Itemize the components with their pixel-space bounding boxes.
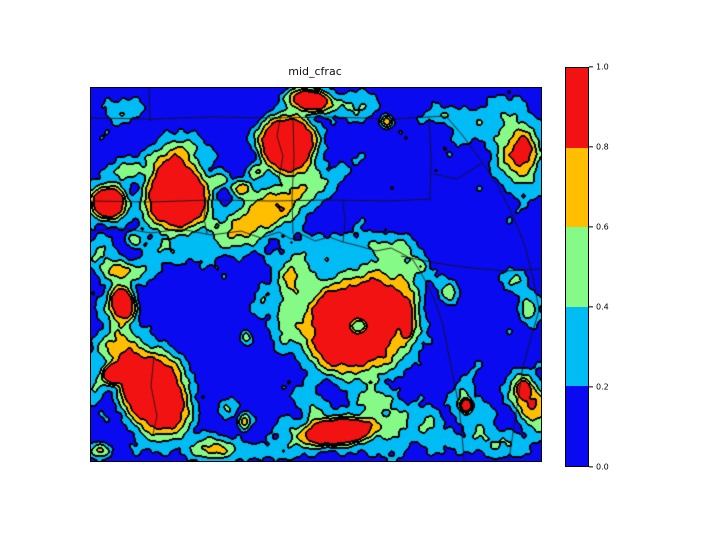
colorbar-tick-label: 0.4 [596, 302, 609, 312]
colorbar-segment [566, 306, 588, 387]
colorbar-bar [565, 67, 589, 467]
colorbar-tick [589, 466, 593, 468]
colorbar-tick [589, 306, 593, 308]
contour-canvas [91, 88, 541, 461]
colorbar-tick-label: 1.0 [596, 62, 609, 72]
colorbar-tick [589, 226, 593, 228]
colorbar-segment [566, 227, 588, 307]
plot-title: mid_cfrac [288, 65, 342, 78]
colorbar: 1.0 0.8 0.6 0.4 0.2 0.0 [565, 63, 609, 472]
colorbar-segment [566, 68, 588, 148]
contour-plot [90, 87, 542, 462]
colorbar-tick [589, 386, 593, 388]
colorbar-tick [589, 66, 593, 68]
colorbar-tick-label: 0.6 [596, 222, 609, 232]
colorbar-tick [589, 146, 593, 148]
colorbar-segment [566, 147, 588, 228]
colorbar-segment [566, 386, 588, 466]
colorbar-tick-label: 0.8 [596, 142, 609, 152]
colorbar-tick-label: 0.0 [596, 462, 609, 472]
colorbar-tick-label: 0.2 [596, 382, 609, 392]
